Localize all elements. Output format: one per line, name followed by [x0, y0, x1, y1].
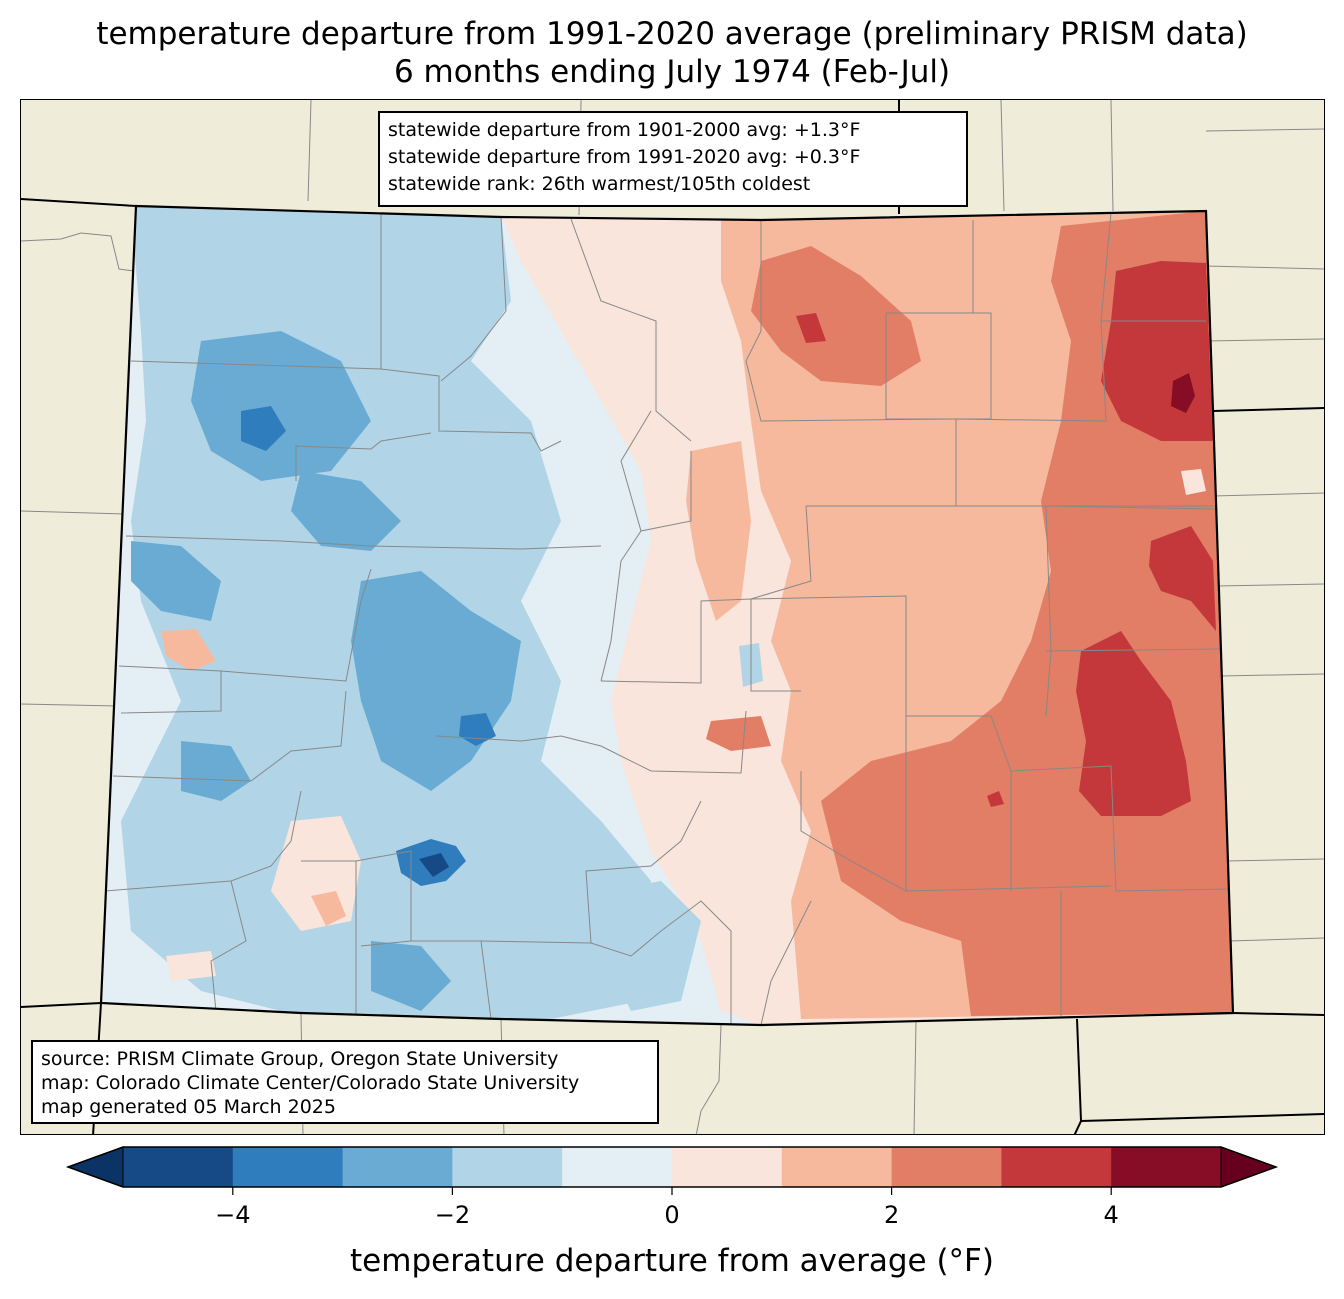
- colorbar-bin-2: [342, 1147, 453, 1187]
- colorbar-bin-7: [891, 1147, 1002, 1187]
- colorbar-tick-label: 2: [884, 1201, 899, 1229]
- front-range-cool-spot-2: [606, 881, 701, 1011]
- southwest-warm-patch-4: [166, 951, 216, 981]
- colorbar-bin-3: [452, 1147, 563, 1187]
- colorbar-bin-0: [123, 1147, 234, 1187]
- stats-departure-1901-2000: statewide departure from 1901-2000 avg: …: [388, 119, 861, 141]
- map-credit-line: map: Colorado Climate Center/Colorado St…: [41, 1072, 580, 1094]
- colorado-county-lines: [104, 206, 1232, 1025]
- west-cold-patch-6: [371, 941, 451, 1011]
- northeast-hot-patch: [751, 246, 921, 386]
- colorbar-outline: [65, 1146, 1279, 1188]
- colorbar-tick-label: −4: [215, 1201, 250, 1229]
- coldest-spot: [419, 853, 449, 877]
- colorbar-tick-label: 0: [664, 1201, 679, 1229]
- colorbar-extend-high: [1220, 1146, 1278, 1188]
- map-frame: [20, 99, 1325, 1135]
- southeast-very-hot-region: [1076, 631, 1191, 816]
- east-very-hot-patch: [1149, 526, 1216, 631]
- generated-date-line: map generated 05 March 2025: [41, 1096, 336, 1118]
- southeast-central-hot-patch: [706, 716, 771, 751]
- colorbar-bin-6: [781, 1147, 893, 1187]
- colorbar-bin-8: [1001, 1147, 1112, 1187]
- west-cold-patch-5: [181, 741, 251, 801]
- west-cold-patch-3: [291, 471, 401, 551]
- northeast-very-hot-region: [1101, 261, 1213, 441]
- statewide-stats-box: statewide departure from 1901-2000 avg: …: [378, 111, 968, 207]
- hottest-spot: [1171, 373, 1195, 413]
- colorbar-extend-low: [66, 1146, 124, 1188]
- stats-rank: statewide rank: 26th warmest/105th colde…: [388, 173, 811, 195]
- colorbar-bin-4: [562, 1147, 673, 1187]
- map-title-line-1: temperature departure from 1991-2020 ave…: [96, 16, 1248, 52]
- southwest-warm-patch-3: [161, 629, 216, 671]
- source-line: source: PRISM Climate Group, Oregon Stat…: [41, 1048, 559, 1070]
- colorado-departure-field: [101, 206, 1233, 1025]
- west-cold-patch-1: [191, 331, 371, 481]
- eastern-slight-warm-patch: [1181, 469, 1206, 495]
- colorbar-label: temperature departure from average (°F): [350, 1243, 994, 1279]
- colorbar-bin-1: [232, 1147, 344, 1187]
- colorbar-tick-label: −2: [435, 1201, 470, 1229]
- northeast-very-hot-spot: [796, 313, 826, 343]
- source-credits-box: source: PRISM Climate Group, Oregon Stat…: [31, 1040, 659, 1124]
- temperature-departure-map: [21, 100, 1324, 1134]
- map-title-line-2: 6 months ending July 1974 (Feb-Jul): [393, 54, 951, 90]
- colorado-state-border: [99, 204, 1235, 1027]
- southwest-warm-patch-2: [311, 891, 346, 926]
- colorbar-bin-9: [1111, 1147, 1222, 1187]
- front-range-warm-strip: [686, 441, 751, 621]
- stats-departure-1991-2020: statewide departure from 1991-2020 avg: …: [388, 146, 861, 168]
- colorbar-bin-5: [672, 1147, 783, 1187]
- southeast-small-hot-spot: [987, 791, 1004, 807]
- west-cold-patch-4: [131, 541, 221, 621]
- colorbar: −4 −2 0 2 4: [65, 1146, 1279, 1229]
- cold-spot-3: [241, 406, 286, 451]
- colorbar-tick-label: 4: [1104, 1201, 1119, 1229]
